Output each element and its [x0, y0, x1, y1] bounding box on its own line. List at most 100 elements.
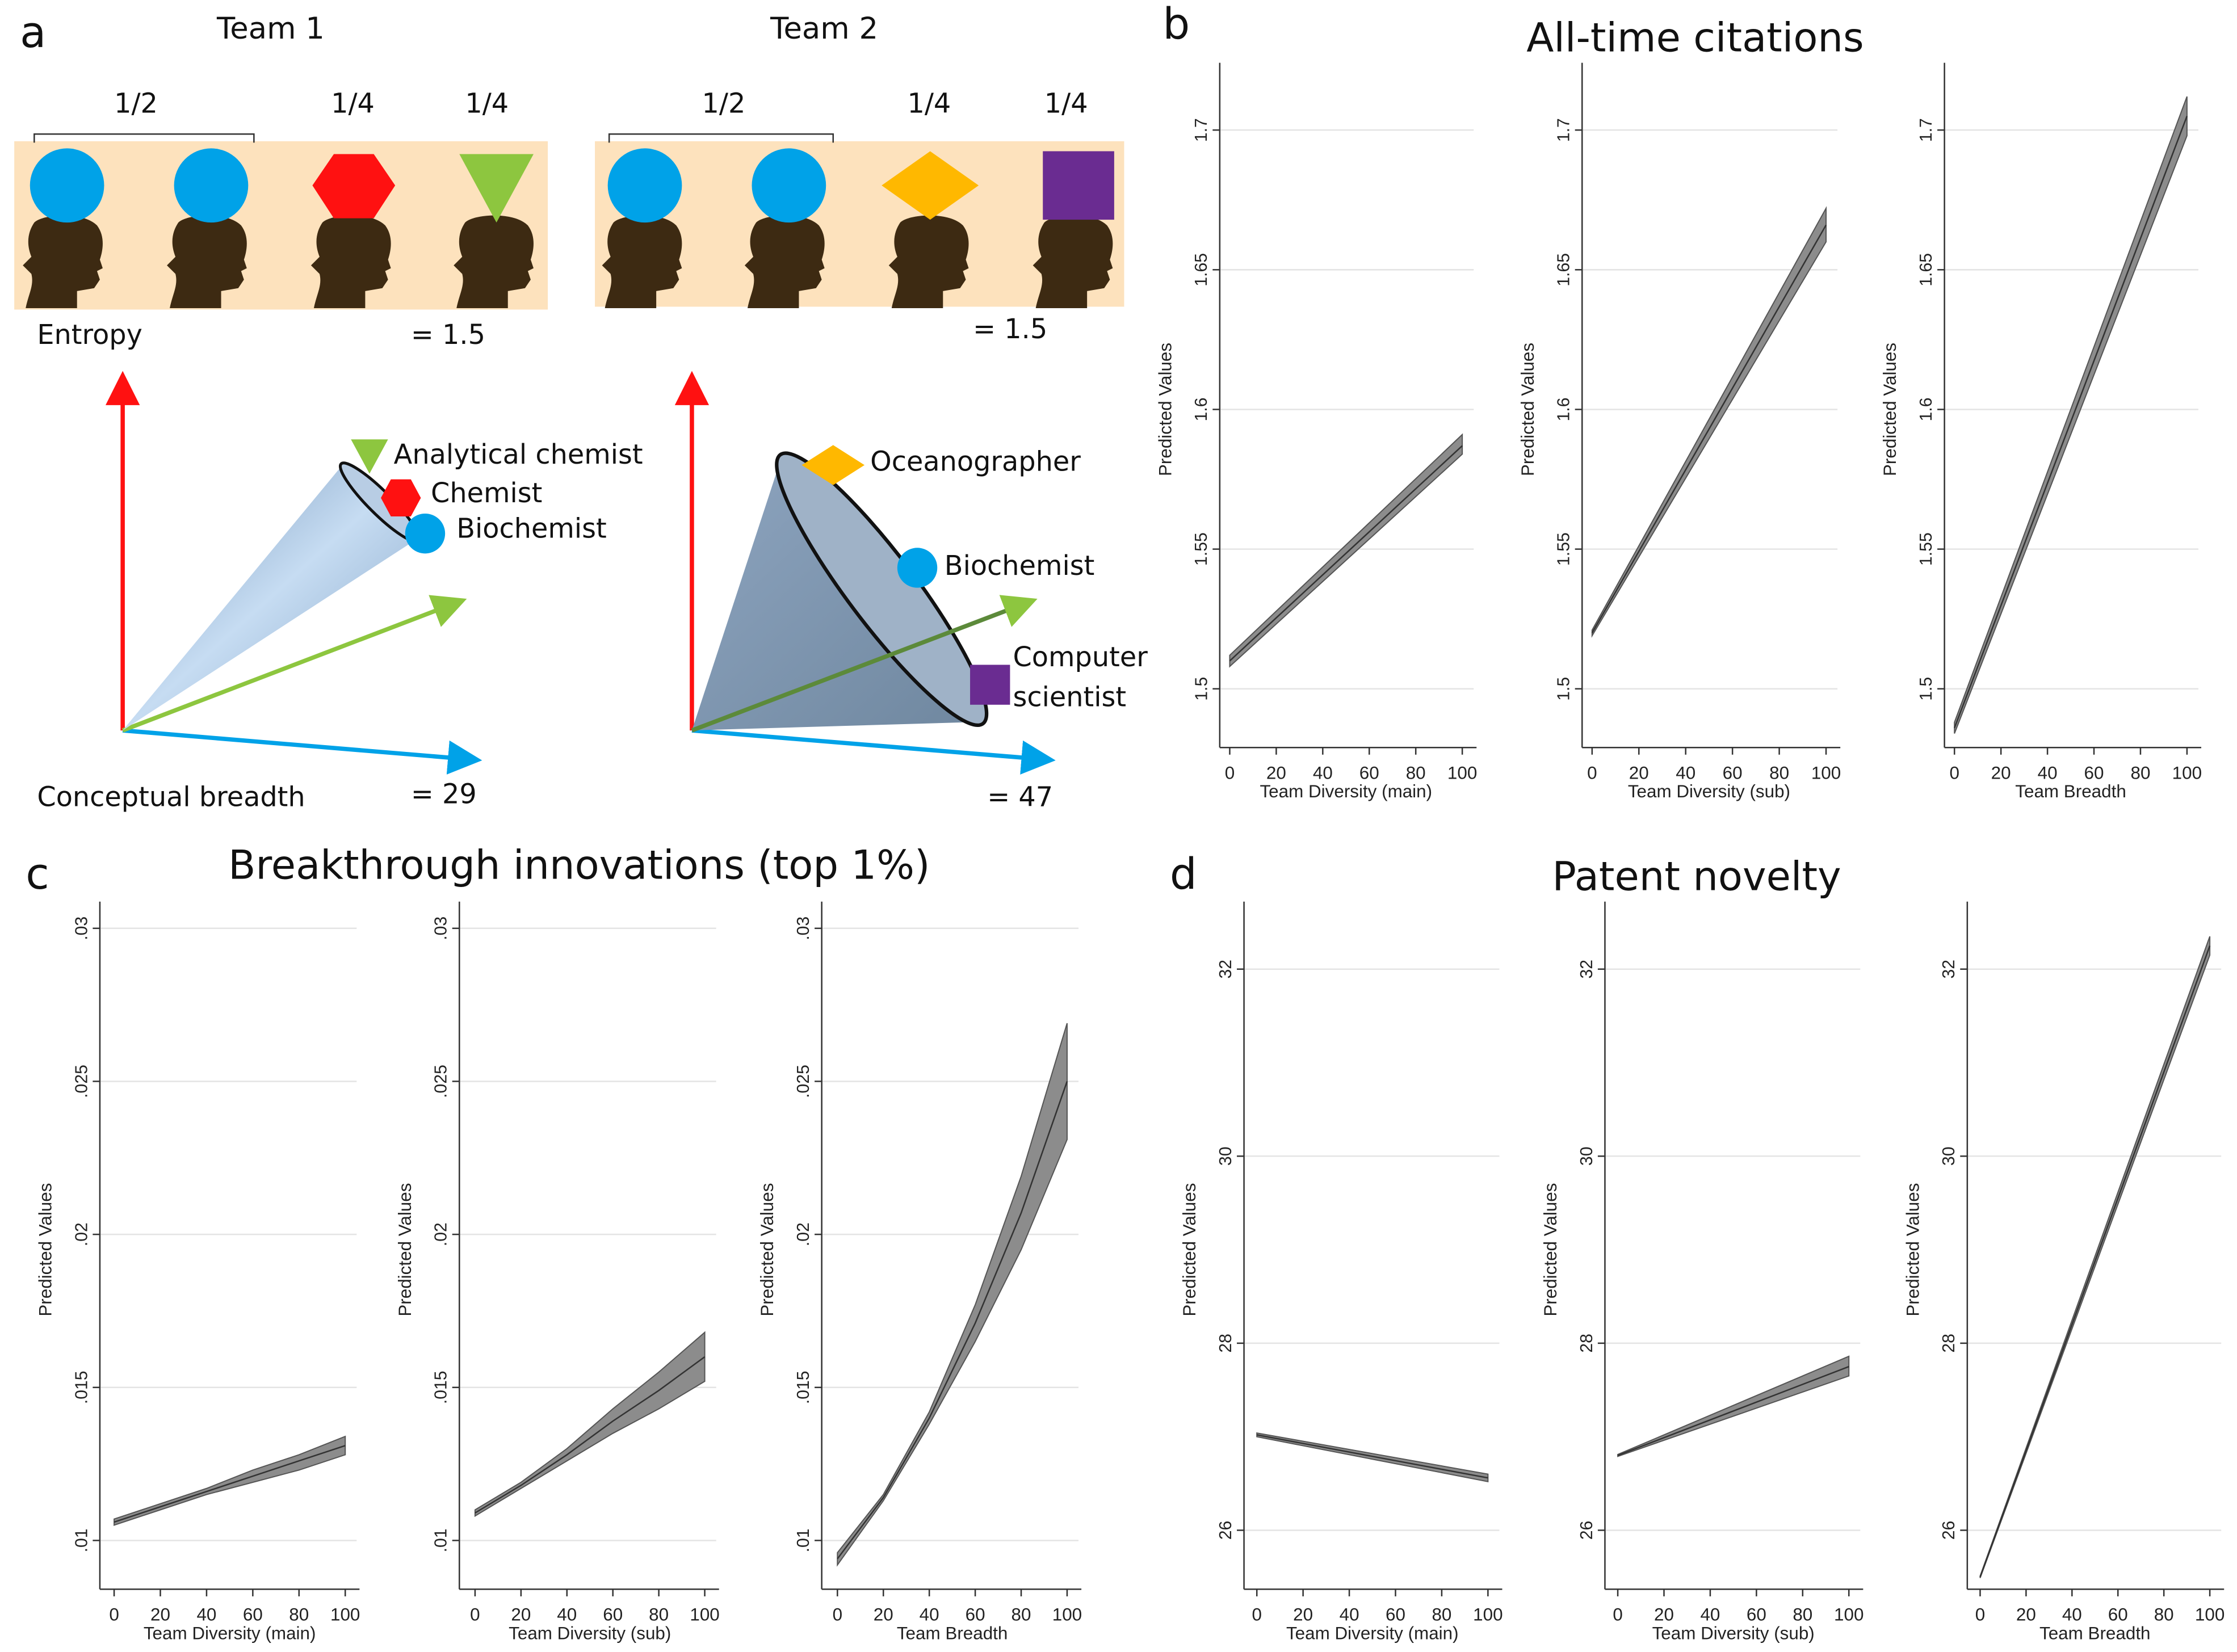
x-axis-label: Team Diversity (sub) [509, 1623, 671, 1643]
x-tick-label: 0 [1252, 1605, 1261, 1625]
y-tick-label: 32 [1577, 960, 1596, 979]
y-tick-label: 26 [1940, 1521, 1958, 1540]
hexagon-icon [312, 154, 396, 218]
prediction-line [1229, 445, 1463, 662]
prediction-line [1979, 945, 2211, 1578]
y-tick-label: 1.5 [1555, 677, 1573, 701]
prediction-line [837, 1081, 1068, 1559]
x-tick-label: 40 [1700, 1605, 1720, 1625]
x-tick-label: 0 [1225, 763, 1235, 783]
y-axis-label: Predicted Values [1880, 343, 1900, 476]
team1-strip [14, 141, 548, 310]
x-tick-label: 20 [2016, 1605, 2036, 1625]
team-illustration [14, 133, 1124, 775]
y-tick-label: 1.7 [1917, 118, 1936, 142]
y-axis-label: Predicted Values [757, 1183, 777, 1317]
y-tick-label: 1.65 [1917, 253, 1936, 287]
x-axis-label: Team Diversity (main) [1260, 781, 1432, 801]
square-icon [1043, 151, 1114, 220]
x-tick-label: 20 [150, 1605, 170, 1625]
x-tick-label: 60 [1747, 1605, 1766, 1625]
y-tick-label: 26 [1216, 1521, 1235, 1540]
x-axis-label: Team Breadth [2015, 781, 2126, 801]
y-tick-label: .02 [432, 1222, 451, 1246]
y-tick-label: 1.6 [1192, 397, 1211, 421]
x-tick-label: 60 [243, 1605, 263, 1625]
x-tick-label: 40 [557, 1605, 577, 1625]
y-tick-label: 32 [1940, 960, 1958, 979]
x-tick-label: 100 [690, 1605, 719, 1625]
y-axis-label: Predicted Values [1180, 1183, 1199, 1317]
prediction-line [1256, 1434, 1488, 1479]
x-tick-label: 20 [1654, 1605, 1674, 1625]
y-tick-label: 26 [1577, 1521, 1596, 1540]
y-tick-label: .025 [794, 1065, 813, 1098]
team1-breadth-value: = 29 [410, 779, 477, 810]
x-tick-label: 60 [2108, 1605, 2128, 1625]
x-tick-label: 0 [833, 1605, 842, 1625]
confidence-band [837, 1023, 1068, 1567]
x-axis-label: Team Breadth [2039, 1623, 2151, 1643]
x-axis-label: Team Diversity (main) [1286, 1623, 1459, 1643]
y-axis-label: Predicted Values [1155, 343, 1175, 476]
x-axis-label: Team Breadth [897, 1623, 1008, 1643]
y-tick-label: 1.7 [1192, 118, 1211, 142]
x-tick-label: 0 [1949, 763, 1959, 783]
circle-icon [752, 148, 826, 223]
y-axis-label: Predicted Values [1541, 1183, 1560, 1317]
role-scientist: scientist [1013, 682, 1127, 713]
y-tick-label: 30 [1577, 1147, 1596, 1166]
role-computer: Computer [1013, 642, 1148, 674]
prediction-line [1591, 224, 1827, 633]
team2-breadth-value: = 47 [987, 781, 1054, 813]
team2-fraction-half: 1/2 [702, 88, 746, 120]
circle-icon [174, 148, 249, 223]
y-axis-label: Predicted Values [395, 1183, 415, 1317]
y-axis-label: Predicted Values [1903, 1183, 1923, 1317]
y-tick-label: 28 [1216, 1334, 1235, 1353]
team2-title: Team 2 [770, 11, 879, 46]
role-oceanographer: Oceanographer [870, 446, 1081, 478]
team1-fraction-quarter-b: 1/4 [465, 88, 509, 120]
x-axis-label: Team Diversity (sub) [1628, 781, 1790, 801]
panel-b-label: b [1162, 0, 1190, 50]
confidence-band [1229, 433, 1463, 668]
y-tick-label: .025 [72, 1065, 91, 1098]
role-analytical-chemist: Analytical chemist [393, 439, 643, 471]
x-tick-label: 100 [1834, 1605, 1864, 1625]
x-tick-label: 20 [1991, 763, 2011, 783]
team1-fraction-half: 1/2 [114, 88, 158, 120]
y-tick-label: 1.6 [1555, 397, 1573, 421]
x-tick-label: 100 [1447, 763, 1477, 783]
prediction-line [1954, 116, 2188, 729]
x-tick-label: 100 [1052, 1605, 1082, 1625]
y-tick-label: .015 [432, 1371, 451, 1404]
x-tick-label: 0 [1587, 763, 1597, 783]
team1-entropy-value: = 1.5 [410, 320, 485, 351]
x-tick-label: 40 [1340, 1605, 1359, 1625]
triangle-icon [351, 439, 388, 474]
panel-a-label: a [20, 9, 47, 59]
x-tick-label: 60 [2084, 763, 2104, 783]
x-tick-label: 80 [649, 1605, 669, 1625]
team1-cone [123, 465, 417, 731]
prediction-line [475, 1356, 706, 1514]
x-tick-label: 60 [603, 1605, 623, 1625]
y-tick-label: 28 [1577, 1334, 1596, 1353]
x-tick-label: 0 [1613, 1605, 1622, 1625]
x-tick-label: 80 [1793, 1605, 1812, 1625]
x-tick-label: 80 [1012, 1605, 1031, 1625]
hexagon-icon [381, 479, 421, 516]
team1-fraction-quarter-a: 1/4 [331, 88, 375, 120]
y-tick-label: 1.5 [1917, 677, 1936, 701]
entropy-label: Entropy [37, 320, 142, 351]
y-tick-label: 28 [1940, 1334, 1958, 1353]
confidence-band [1617, 1355, 1850, 1457]
x-tick-label: 100 [1473, 1605, 1502, 1625]
x-tick-label: 20 [1293, 1605, 1313, 1625]
x-tick-label: 20 [1266, 763, 1286, 783]
confidence-band [1591, 206, 1827, 638]
confidence-band [1256, 1432, 1489, 1482]
x-tick-label: 0 [470, 1605, 480, 1625]
x-tick-label: 40 [920, 1605, 939, 1625]
